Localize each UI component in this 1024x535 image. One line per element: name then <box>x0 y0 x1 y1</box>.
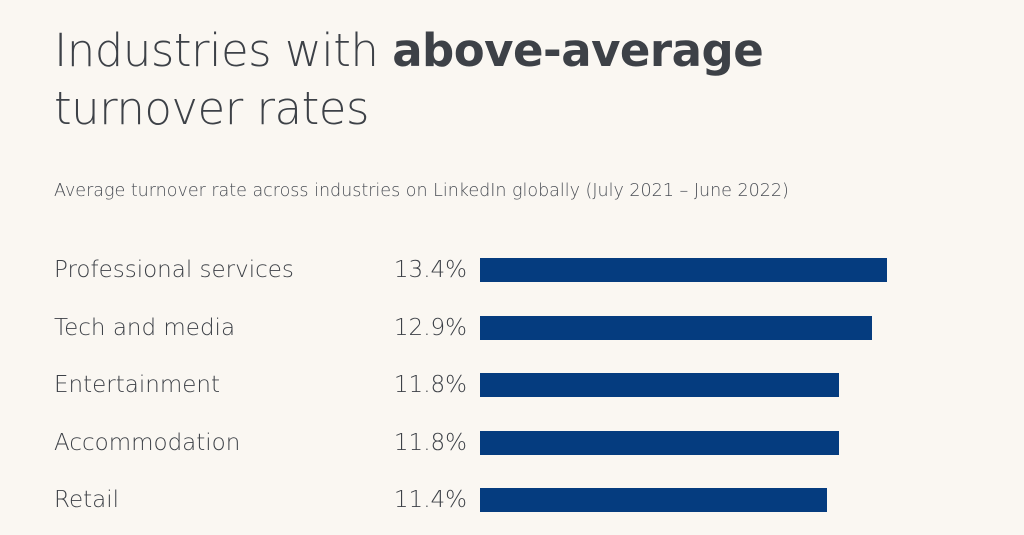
bar-row: Tech and media 12.9% <box>0 308 1024 348</box>
category-label: Accommodation <box>54 429 241 456</box>
value-label: 11.8% <box>393 372 467 398</box>
category-label: Professional services <box>54 257 294 283</box>
category-label: Retail <box>54 487 119 513</box>
bar-row: Professional services 13.4% <box>0 250 1024 290</box>
title-line-2: turnover rates <box>54 82 369 135</box>
title-bold: above-average <box>392 24 764 77</box>
value-label: 12.9% <box>393 314 467 341</box>
category-label: Entertainment <box>54 372 220 398</box>
value-label: 11.4% <box>393 487 467 513</box>
bar <box>480 373 839 397</box>
chart-subtitle: Average turnover rate across industries … <box>54 181 789 201</box>
value-label: 13.4% <box>393 257 467 283</box>
bar <box>480 488 827 512</box>
category-label: Tech and media <box>54 314 236 341</box>
chart-title: Industries with above-average turnover ra… <box>54 22 764 138</box>
bar-row: Entertainment 11.8% <box>0 365 1024 405</box>
bar <box>480 315 873 340</box>
value-label: 11.8% <box>393 429 467 456</box>
title-regular: Industries with <box>54 24 393 77</box>
bar-row: Retail 11.4% <box>0 480 1024 520</box>
bar <box>480 430 839 455</box>
bar <box>480 258 888 282</box>
bar-row: Accommodation 11.8% <box>0 423 1024 463</box>
